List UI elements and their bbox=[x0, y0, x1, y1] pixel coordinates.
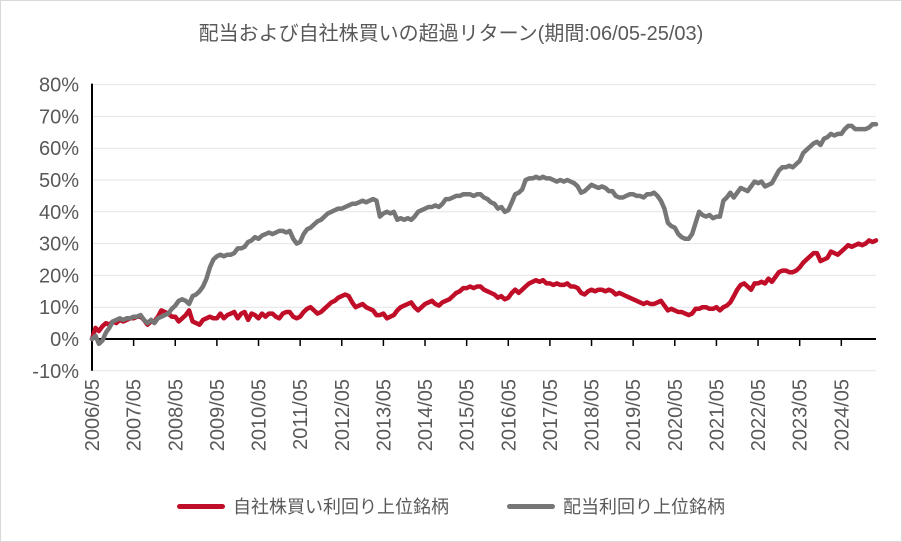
y-axis-tick-label: 80% bbox=[39, 75, 79, 97]
legend-item-dividend: 配当利回り上位銘柄 bbox=[507, 493, 725, 519]
legend-label-buyback: 自社株買い利回り上位銘柄 bbox=[233, 497, 449, 517]
x-axis-tick-label: 2021/05 bbox=[706, 379, 728, 451]
x-axis-tick-label: 2014/05 bbox=[415, 379, 437, 451]
legend: 自社株買い利回り上位銘柄 配当利回り上位銘柄 bbox=[1, 493, 901, 519]
x-axis-tick-label: 2016/05 bbox=[498, 379, 520, 451]
x-axis-tick-label: 2011/05 bbox=[290, 379, 312, 450]
series-line-buyback bbox=[89, 238, 879, 342]
y-axis-tick-label: 70% bbox=[39, 106, 79, 128]
legend-swatch-dividend-line bbox=[507, 503, 555, 509]
y-axis-tick-label: 0% bbox=[50, 329, 79, 351]
y-axis-tick-label: 50% bbox=[39, 170, 79, 192]
y-axis-tick-label: 10% bbox=[39, 297, 79, 319]
legend-swatch-buyback-line bbox=[177, 503, 225, 509]
x-axis-tick-label: 2017/05 bbox=[540, 379, 562, 451]
chart-title: 配当および自社株買いの超過リターン(期間:06/05-25/03) bbox=[198, 23, 704, 45]
x-axis-tick-label: 2013/05 bbox=[373, 379, 395, 451]
x-axis-tick-label: 2022/05 bbox=[748, 379, 770, 451]
y-axis-tick-label: 60% bbox=[39, 138, 79, 160]
x-axis-tick-label: 2018/05 bbox=[582, 379, 604, 451]
legend-label-dividend: 配当利回り上位銘柄 bbox=[563, 497, 725, 517]
x-axis-tick-label: 2019/05 bbox=[623, 379, 645, 451]
y-axis-tick-label: -10% bbox=[32, 361, 79, 383]
x-axis-tick-label: 2007/05 bbox=[124, 379, 146, 451]
x-axis-tick-label: 2009/05 bbox=[207, 379, 229, 451]
series-line-dividend bbox=[89, 122, 879, 347]
x-axis-tick-label: 2023/05 bbox=[790, 379, 812, 451]
x-axis-tick-label: 2024/05 bbox=[831, 379, 853, 451]
x-axis-tick-label: 2008/05 bbox=[165, 379, 187, 451]
x-axis-tick-label: 2015/05 bbox=[457, 379, 479, 451]
y-axis-tick-label: 30% bbox=[39, 234, 79, 256]
x-axis-tick-label: 2020/05 bbox=[665, 379, 687, 451]
x-axis-tick-label: 2012/05 bbox=[332, 379, 354, 451]
x-axis-tick-label: 2006/05 bbox=[82, 379, 104, 451]
x-axis-tick-label: 2010/05 bbox=[249, 379, 271, 451]
y-axis-tick-label: 40% bbox=[39, 202, 79, 224]
legend-item-buyback: 自社株買い利回り上位銘柄 bbox=[177, 493, 449, 519]
y-axis-tick-label: 20% bbox=[39, 265, 79, 287]
